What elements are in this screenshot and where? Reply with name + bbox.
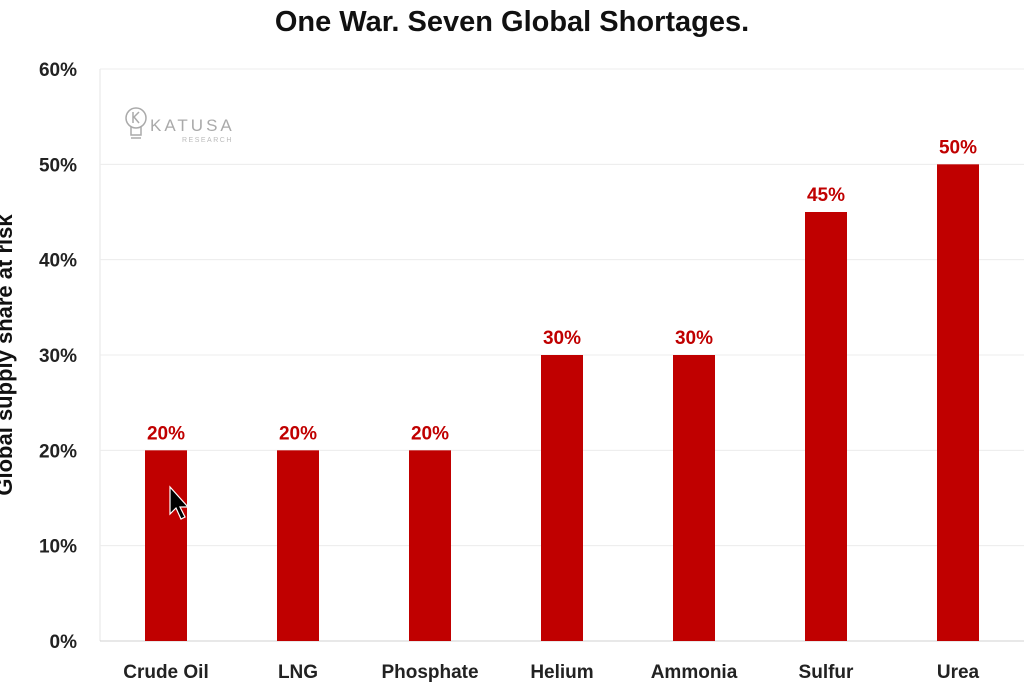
x-tick-label: Phosphate bbox=[381, 662, 478, 683]
y-axis-label: Global supply share at risk bbox=[0, 214, 17, 496]
x-tick-label: Helium bbox=[530, 662, 593, 683]
y-tick-label: 40% bbox=[39, 251, 77, 272]
bar bbox=[277, 450, 319, 641]
data-label: 20% bbox=[147, 423, 185, 444]
y-tick-label: 50% bbox=[39, 155, 77, 176]
bar bbox=[409, 450, 451, 641]
y-tick-label: 60% bbox=[39, 60, 77, 81]
bar bbox=[805, 212, 847, 641]
bar bbox=[145, 450, 187, 641]
bar bbox=[937, 164, 979, 642]
bar bbox=[673, 355, 715, 641]
bar bbox=[541, 355, 583, 641]
chart-title: One War. Seven Global Shortages. bbox=[274, 6, 750, 38]
y-tick-label: 0% bbox=[50, 632, 78, 653]
katusa-watermark: KATUSA RESEARCH bbox=[125, 107, 235, 144]
bars: 20% 20% 20% 30% 30% 45% 50% bbox=[145, 137, 979, 642]
watermark-sub: RESEARCH bbox=[182, 137, 233, 144]
x-tick-label: LNG bbox=[278, 662, 318, 683]
x-tick-label: Urea bbox=[937, 662, 980, 683]
data-label: 20% bbox=[279, 423, 317, 444]
x-tick-label: Sulfur bbox=[799, 662, 854, 683]
data-label: 30% bbox=[675, 328, 713, 349]
y-tick-label: 30% bbox=[39, 346, 77, 367]
data-label: 30% bbox=[543, 328, 581, 349]
y-axis-ticks: 0% 10% 20% 30% 40% 50% 60% bbox=[39, 60, 77, 653]
data-label: 20% bbox=[411, 423, 449, 444]
lightbulb-icon bbox=[125, 107, 147, 139]
x-axis-labels: Crude Oil LNG Phosphate Helium Ammonia Sulfur… bbox=[123, 662, 979, 683]
data-label: 45% bbox=[807, 185, 845, 206]
y-tick-label: 20% bbox=[39, 441, 77, 462]
watermark-name: KATUSA bbox=[150, 116, 235, 135]
mouse-cursor-icon bbox=[169, 485, 190, 520]
data-label: 50% bbox=[939, 137, 977, 158]
x-tick-label: Ammonia bbox=[651, 662, 738, 683]
x-tick-label: Crude Oil bbox=[123, 662, 209, 683]
y-tick-label: 10% bbox=[39, 537, 77, 558]
